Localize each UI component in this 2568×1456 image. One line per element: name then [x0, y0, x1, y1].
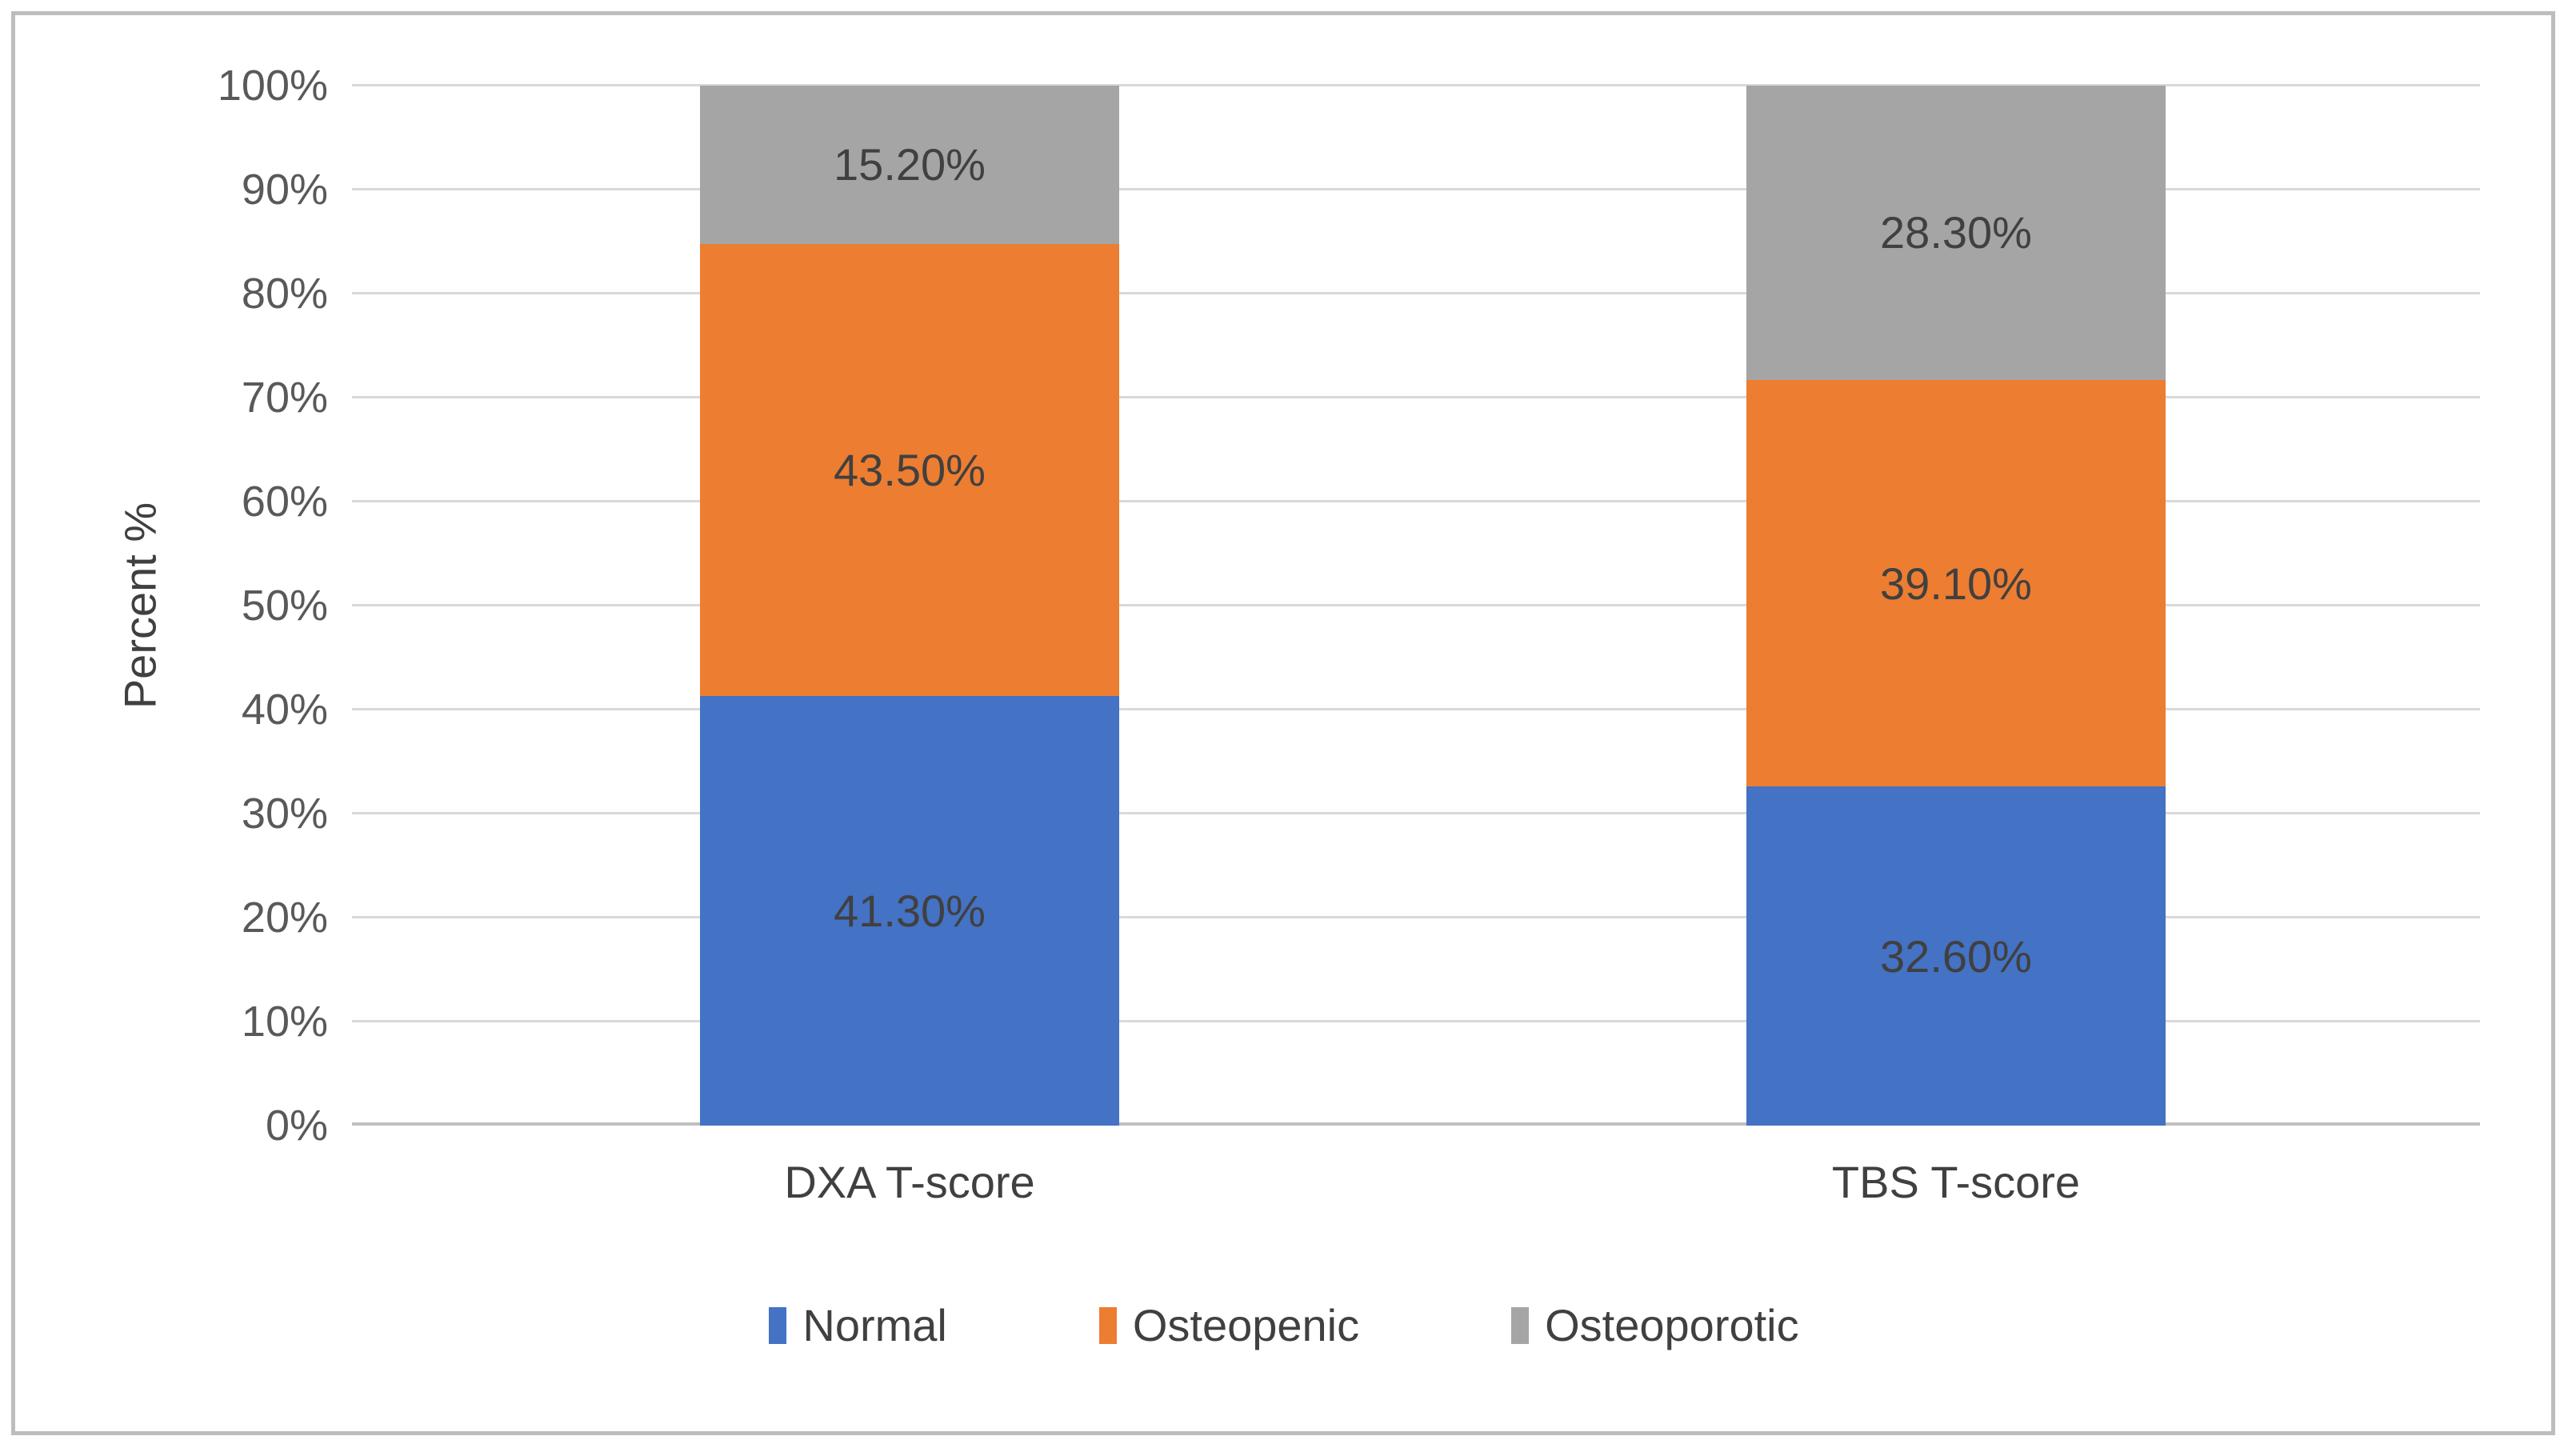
legend-item-normal: Normal — [769, 1299, 947, 1351]
data-label: 43.50% — [834, 444, 986, 495]
gridline — [352, 292, 2480, 294]
data-label: 15.20% — [834, 139, 986, 190]
y-tick-label: 80% — [241, 270, 328, 318]
osteopenic-swatch-icon — [1098, 1306, 1117, 1344]
legend: Normal Osteopenic Osteoporotic — [0, 1299, 2568, 1351]
bar-segment-normal: 32.60% — [1746, 786, 2166, 1126]
gridline — [352, 500, 2480, 502]
gridline — [352, 812, 2480, 814]
legend-label: Normal — [802, 1300, 947, 1350]
bar-segment-normal: 41.30% — [700, 696, 1119, 1126]
y-tick-label: 90% — [241, 166, 328, 214]
bar-segment-osteoporotic: 28.30% — [1746, 86, 2166, 380]
legend-item-osteopenic: Osteopenic — [1098, 1299, 1360, 1351]
y-tick-label: 0% — [265, 1102, 328, 1150]
bar-segment-osteopenic: 39.10% — [1746, 379, 2166, 787]
gridline — [352, 1020, 2480, 1022]
data-label: 39.10% — [1880, 558, 2032, 609]
normal-swatch-icon — [769, 1306, 787, 1344]
legend-label: Osteopenic — [1132, 1300, 1360, 1350]
x-axis-line — [352, 1122, 2480, 1126]
y-tick-label: 70% — [241, 374, 328, 422]
bar-column-tbs-t-score: 28.30% 39.10% 32.60% TBS T-score — [1746, 86, 2166, 1207]
y-tick-label: 20% — [241, 894, 328, 942]
gridline — [352, 84, 2480, 86]
data-label: 41.30% — [834, 886, 986, 937]
y-tick-label: 60% — [241, 478, 328, 526]
gridline — [352, 916, 2480, 918]
bar-column-dxa-t-score: 15.20% 43.50% 41.30% DXA T-score — [700, 86, 1119, 1207]
bar-segment-osteoporotic: 15.20% — [700, 86, 1119, 244]
y-tick-label: 100% — [217, 62, 328, 110]
legend-label: Osteoporotic — [1545, 1300, 1799, 1350]
plot-area: 15.20% 43.50% 41.30% DXA T-score 28.30% 39.10… — [352, 84, 2480, 1207]
data-label: 32.60% — [1880, 930, 2032, 982]
osteoporotic-swatch-icon — [1511, 1306, 1530, 1344]
gridline — [352, 188, 2480, 190]
y-axis-tick-labels: 0% 10% 20% 30% 40% 50% 60% 70% 80% 90% 100% — [0, 62, 352, 1150]
y-tick-label: 40% — [241, 686, 328, 734]
y-tick-label: 50% — [241, 582, 328, 630]
bar-segment-osteopenic: 43.50% — [700, 243, 1119, 697]
y-tick-label: 10% — [241, 998, 328, 1046]
x-category-label: DXA T-score — [784, 1157, 1035, 1207]
gridline — [352, 604, 2480, 606]
gridline — [352, 708, 2480, 710]
legend-item-osteoporotic: Osteoporotic — [1511, 1299, 1799, 1351]
data-label: 28.30% — [1880, 207, 2032, 258]
gridline — [352, 396, 2480, 398]
y-tick-label: 30% — [241, 790, 328, 838]
x-category-label: TBS T-score — [1831, 1157, 2081, 1207]
